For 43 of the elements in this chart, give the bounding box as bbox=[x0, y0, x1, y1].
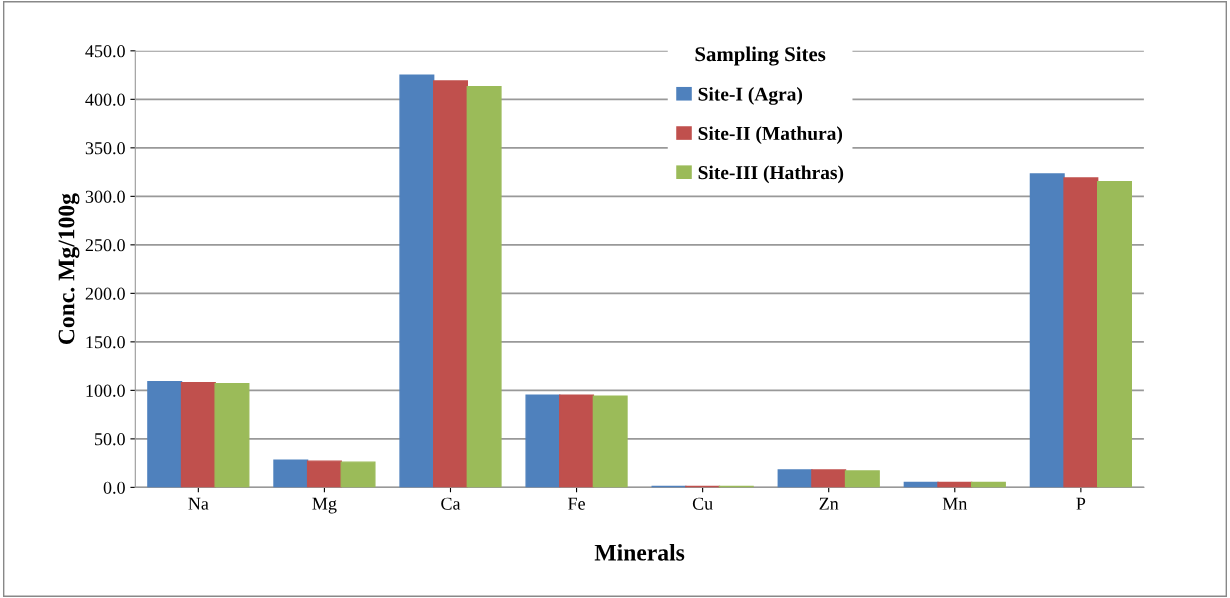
bar bbox=[777, 469, 813, 488]
bar bbox=[306, 460, 342, 488]
y-tick-label: 300.0 bbox=[85, 190, 125, 203]
bar bbox=[970, 481, 1006, 488]
legend-label: Site-I (Agra) bbox=[698, 87, 803, 105]
x-tick-label: Cu bbox=[692, 497, 713, 510]
x-tick-label: Mn bbox=[942, 497, 968, 510]
bar bbox=[559, 394, 595, 488]
bar bbox=[811, 469, 847, 488]
bar bbox=[844, 470, 880, 488]
y-tick-label: 350.0 bbox=[85, 142, 125, 155]
x-tick-label: Ca bbox=[441, 497, 461, 510]
y-tick-label: 450.0 bbox=[85, 45, 125, 58]
bar bbox=[180, 381, 216, 488]
y-tick-label: 250.0 bbox=[85, 239, 125, 252]
x-tick-label: Fe bbox=[568, 497, 585, 510]
bar bbox=[214, 382, 250, 488]
bar bbox=[592, 395, 628, 488]
x-tick-label: P bbox=[1076, 497, 1086, 510]
legend-label: Site-II (Mathura) bbox=[698, 126, 843, 144]
bar bbox=[432, 80, 468, 488]
bar bbox=[1029, 173, 1065, 488]
bar bbox=[340, 461, 376, 488]
x-tick-label: Na bbox=[188, 497, 209, 510]
legend-label: Site-III (Hathras) bbox=[698, 165, 844, 184]
bar bbox=[525, 394, 561, 488]
y-tick-label: 50.0 bbox=[95, 433, 125, 446]
x-tick-label: Zn bbox=[819, 497, 839, 510]
x-axis-title: Minerals bbox=[594, 544, 685, 561]
y-tick-label: 150.0 bbox=[86, 336, 125, 349]
y-tick-label: 100.0 bbox=[86, 384, 125, 397]
y-tick-label: 400.0 bbox=[85, 93, 125, 106]
bar bbox=[399, 74, 435, 488]
y-tick-label: 200.0 bbox=[85, 287, 125, 300]
y-axis-title: Conc. Mg/100g bbox=[58, 193, 80, 345]
bar bbox=[1063, 177, 1099, 488]
y-tick-label: 0.0 bbox=[103, 481, 125, 494]
bar bbox=[466, 86, 502, 488]
x-tick-label: Mg bbox=[312, 497, 337, 514]
bar bbox=[1096, 181, 1132, 488]
legend-title: Sampling Sites bbox=[695, 46, 826, 66]
bar bbox=[273, 459, 309, 488]
bar bbox=[147, 380, 183, 488]
